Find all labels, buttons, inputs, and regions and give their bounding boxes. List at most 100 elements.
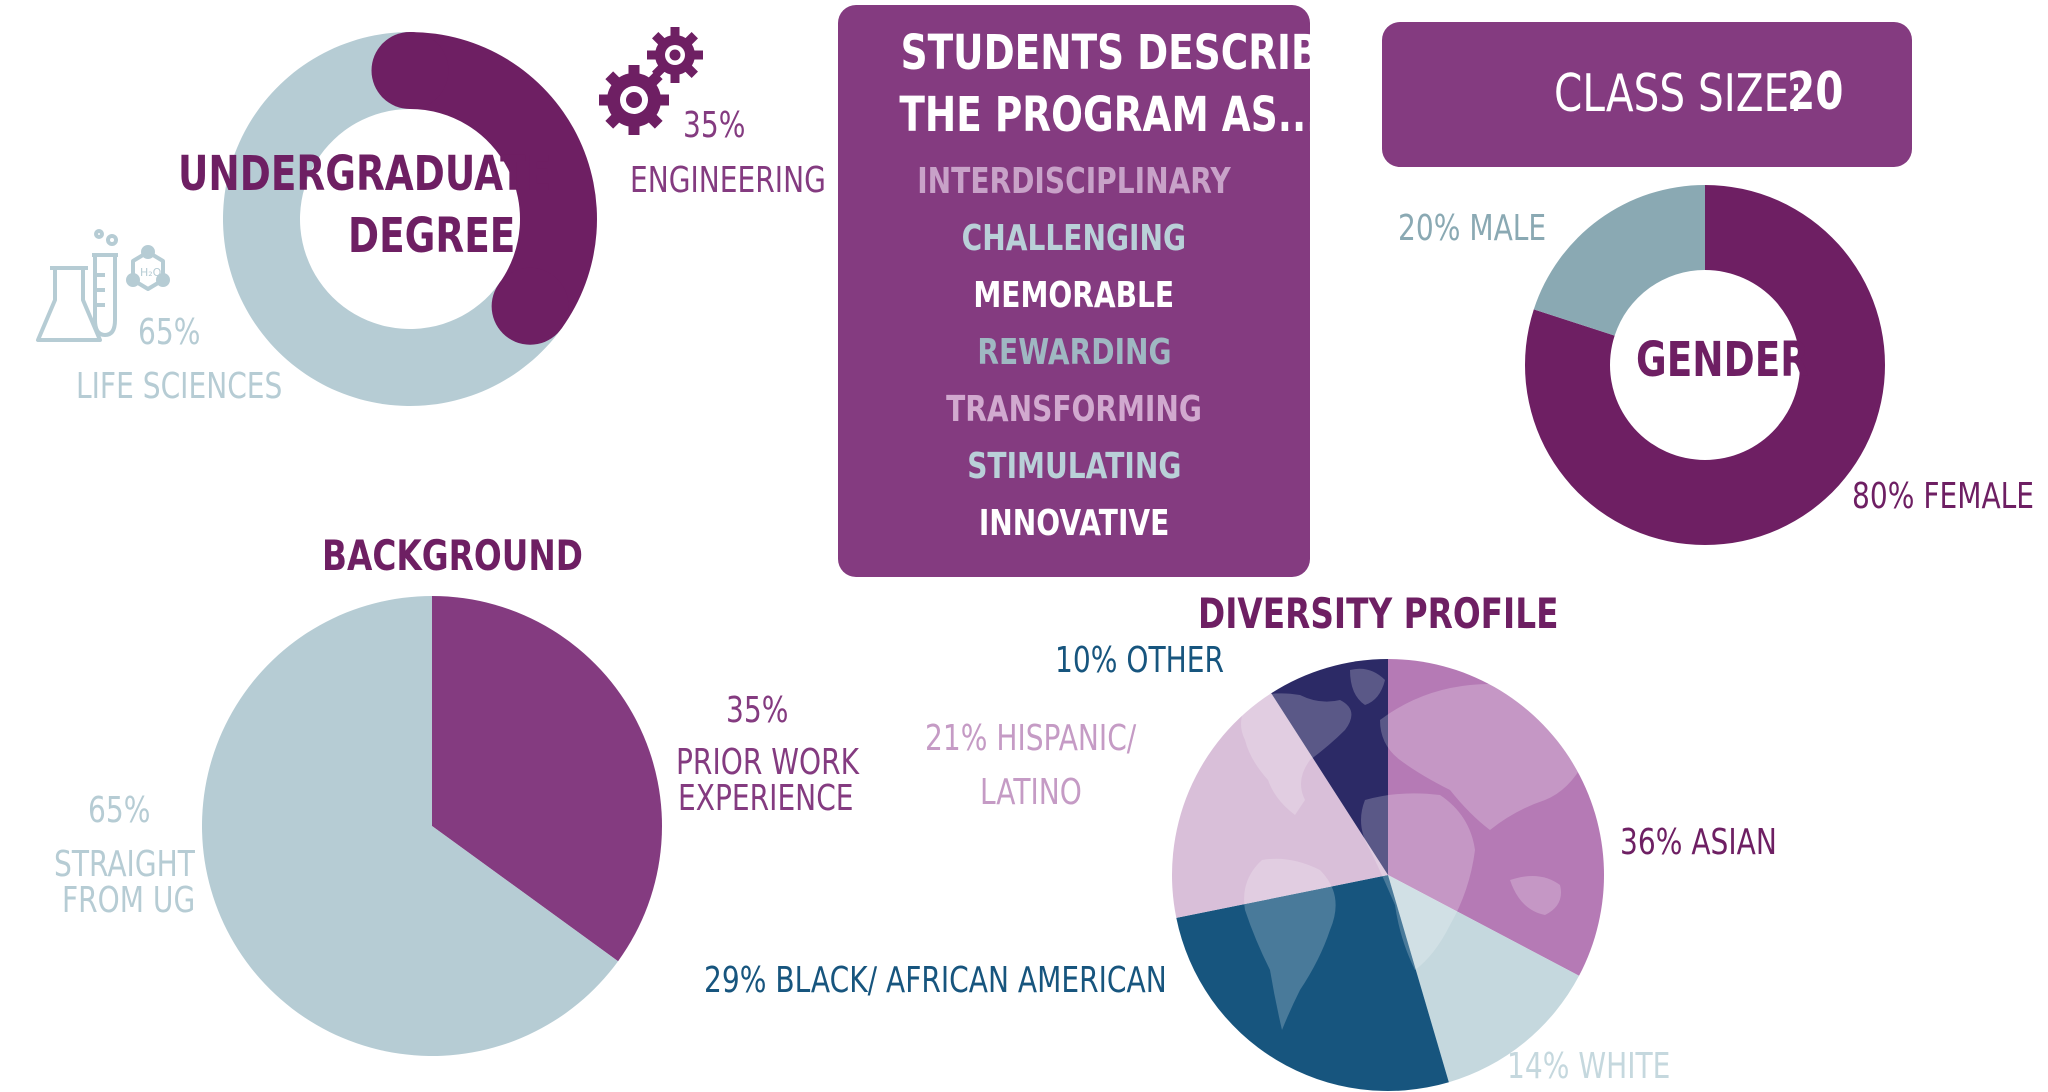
engineering-arc-cap — [371, 32, 449, 109]
prior-work-line2: EXPERIENCE — [678, 780, 903, 818]
hispanic-label-line2: LATINO — [980, 772, 1082, 813]
svg-text:H₂O: H₂O — [140, 266, 162, 279]
straight-pct: 65% — [88, 790, 168, 831]
program-word: REWARDING — [976, 332, 1172, 373]
program-box-title-line2: THE PROGRAM AS.... — [899, 87, 1335, 143]
undergraduate-donut-chart — [223, 32, 597, 406]
diversity-slice-1 — [1388, 875, 1580, 1083]
undergraduate-slice-0 — [410, 32, 597, 329]
program-word-row: INTERDISCIPLINARY — [838, 160, 1310, 204]
gender-donut-chart — [1525, 185, 1886, 545]
black-slice-label: 29% BLACK/ AFRICAN AMERICAN — [704, 960, 1167, 1001]
diversity-slice-3 — [1172, 693, 1388, 918]
other-slice-label: 10% OTHER — [1055, 640, 1224, 681]
gear-tooth — [605, 110, 624, 129]
gear-tooth — [670, 27, 680, 41]
hispanic-line1: 21% HISPANIC/ — [925, 718, 1196, 759]
gear-tooth — [652, 61, 669, 78]
undergraduate-title-line1: UNDERGRADUATE — [178, 146, 552, 202]
hispanic-line2: LATINO — [980, 772, 1111, 813]
asian-slice-label: 36% ASIAN — [1620, 822, 1777, 863]
gear-tooth — [689, 50, 703, 60]
program-word: TRANSFORMING — [946, 389, 1202, 430]
engineering-arc-cap — [491, 267, 569, 345]
program-word-row: MEMORABLE — [838, 274, 1310, 318]
prior-work-line1: PRIOR WORK — [676, 744, 911, 782]
straight-pct-label: 65% — [88, 790, 151, 831]
engineering-pct: 35% — [683, 105, 763, 146]
undergraduate-title: UNDERGRADUATE — [178, 145, 657, 203]
program-word-row: TRANSFORMING — [838, 388, 1310, 432]
hispanic-label-line1: 21% HISPANIC/ — [925, 718, 1137, 759]
undergraduate-title-2: DEGREE — [348, 207, 563, 265]
background-slice-1 — [201, 596, 619, 1057]
program-word: CHALLENGING — [961, 218, 1187, 259]
life-sciences-name-label: LIFE SCIENCES — [76, 366, 283, 407]
program-description-box: STUDENTS DESCRIBE THE PROGRAM AS.... INT… — [838, 5, 1345, 577]
gender-slice-1 — [1533, 185, 1705, 336]
undergraduate-slice-1 — [223, 32, 562, 406]
gear-tooth — [605, 71, 624, 90]
class-size-box: CLASS SIZE: 20 — [1382, 22, 1912, 167]
gear-tooth — [670, 69, 680, 83]
prior-work-label-line1: PRIOR WORK — [676, 742, 860, 783]
gear-tooth — [628, 65, 640, 79]
diversity-title-text: DIVERSITY PROFILE — [1198, 589, 1559, 638]
program-word-row: INNOVATIVE — [838, 502, 1310, 546]
class-size-value: 20 — [1787, 62, 1844, 122]
program-word: INTERDISCIPLINARY — [917, 161, 1231, 202]
diversity-slice-2 — [1176, 875, 1449, 1091]
program-box-title-line1: STUDENTS DESCRIBE — [900, 25, 1346, 81]
gear-tooth — [655, 94, 669, 106]
lab-flask-icon: H₂O — [36, 229, 170, 342]
gear-tooth — [681, 61, 698, 78]
background-title-text: BACKGROUND — [322, 531, 583, 580]
straight-line1: STRAIGHT — [54, 846, 235, 884]
black-label: 29% BLACK/ AFRICAN AMERICAN — [704, 960, 1297, 1001]
gear-tooth — [644, 110, 663, 129]
class-size-label: CLASS SIZE: — [1554, 64, 1803, 124]
world-map-icon — [1241, 668, 1586, 1030]
program-word-row: REWARDING — [838, 331, 1310, 375]
gender-title-text: GENDER — [1636, 332, 1810, 388]
asian-label: 36% ASIAN — [1620, 822, 1821, 863]
straight-label-line2: FROM UG — [62, 880, 196, 921]
prior-work-pct-label: 35% — [726, 690, 789, 731]
life-sciences-pct: 65% — [138, 312, 218, 353]
female-slice-label: 80% FEMALE — [1852, 476, 2035, 517]
gear-tooth — [599, 94, 613, 106]
male-slice-label: 20% MALE — [1398, 208, 1547, 249]
background-slice-0 — [432, 596, 662, 962]
gear-tooth — [628, 121, 640, 135]
gear-tooth — [681, 32, 698, 49]
gear-tooth — [647, 50, 661, 60]
gender-title: GENDER — [1636, 330, 1858, 390]
background-title: BACKGROUND — [322, 530, 657, 582]
gear-tooth — [652, 32, 669, 49]
engineering-label: ENGINEERING — [630, 160, 881, 201]
program-word: STIMULATING — [966, 446, 1182, 487]
background-pie-chart — [201, 596, 662, 1057]
undergraduate-title-line2: DEGREE — [348, 208, 516, 264]
straight-line2: FROM UG — [62, 882, 233, 920]
program-word: MEMORABLE — [973, 275, 1175, 316]
prior-work-label-line2: EXPERIENCE — [678, 778, 854, 819]
male-label: 20% MALE — [1398, 208, 1588, 249]
diversity-title: DIVERSITY PROFILE — [1198, 588, 1660, 640]
white-label: 14% WHITE — [1507, 1046, 1716, 1087]
female-label: 80% FEMALE — [1852, 476, 2048, 517]
prior-work-pct: 35% — [726, 690, 806, 731]
diversity-slice-0 — [1388, 659, 1604, 976]
white-slice-label: 14% WHITE — [1507, 1046, 1671, 1087]
program-word: INNOVATIVE — [978, 503, 1170, 544]
other-label: 10% OTHER — [1055, 640, 1272, 681]
straight-label-line1: STRAIGHT — [54, 844, 195, 885]
gears-icon — [599, 27, 703, 135]
diversity-pie-chart — [1172, 659, 1604, 1091]
program-word-row: STIMULATING — [838, 445, 1310, 489]
life-sciences-label: LIFE SCIENCES — [76, 366, 341, 407]
engineering-name-label: ENGINEERING — [630, 160, 826, 201]
diversity-slice-4 — [1271, 659, 1388, 875]
gender-slice-0 — [1525, 185, 1886, 545]
